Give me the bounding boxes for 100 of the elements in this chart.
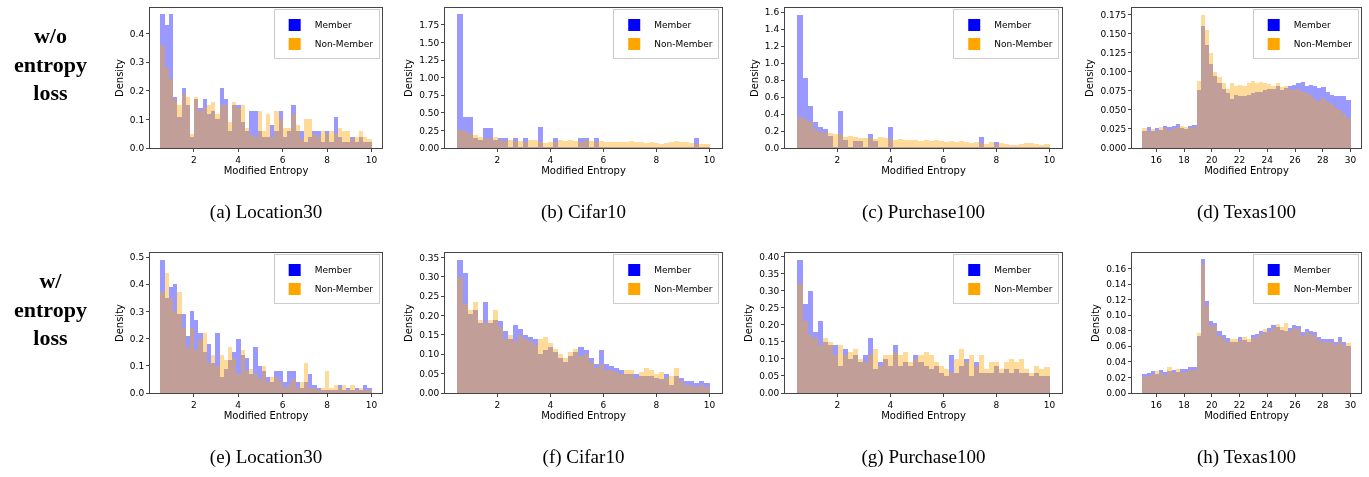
x-tick-label: 10 <box>365 154 378 165</box>
y-tick-label: 0.05 <box>419 368 440 379</box>
y-tick-label: 0.15 <box>759 336 780 347</box>
y-tick-label: 0.30 <box>419 272 440 283</box>
y-tick-label: 0.25 <box>419 291 440 302</box>
y-tick-label: 0.50 <box>419 107 440 118</box>
y-tick-label: 0.00 <box>419 143 440 154</box>
x-tick-label: 16 <box>1150 154 1163 165</box>
legend-label: Member <box>994 20 1032 31</box>
y-tick-label: 0.10 <box>759 354 780 364</box>
x-tick-label: 2 <box>834 399 841 410</box>
y-tick-label: 0.2 <box>129 333 145 344</box>
y-tick-label: 0.14 <box>1106 279 1127 290</box>
text: (a) Location30 <box>209 201 323 224</box>
legend-label: Member <box>1293 265 1332 276</box>
y-tick-label: 0.08 <box>1106 325 1127 336</box>
y-tick-label: 0.15 <box>419 330 440 341</box>
legend-label: Non-Member <box>654 284 713 295</box>
x-tick-label: 10 <box>703 154 716 165</box>
y-tick-label: 0.20 <box>419 310 440 321</box>
y-tick-label: 0.10 <box>419 349 440 360</box>
y-tick-label: 0.2 <box>129 86 145 97</box>
y-tick-label: 0.35 <box>419 252 440 263</box>
y-tick-label: 0.175 <box>1100 10 1127 20</box>
y-tick-label: 0.150 <box>1100 29 1127 40</box>
y-tick-label: 0.0 <box>129 143 145 154</box>
x-tick-label: 24 <box>1261 154 1274 165</box>
text: w/o entropy loss <box>14 23 87 106</box>
text: (h) Texas100 <box>1196 446 1297 469</box>
x-tick-label: 8 <box>993 399 1000 410</box>
y-tick-label: 1.6 <box>764 7 780 18</box>
y-tick-label: 0.4 <box>764 109 780 120</box>
legend-label: Non-Member <box>1293 284 1353 295</box>
y-tick-label: 0.00 <box>419 388 440 399</box>
y-tick-label: 0.0 <box>129 388 145 399</box>
y-tick-label: 0.10 <box>1106 310 1127 321</box>
y-tick-label: 0.8 <box>764 75 780 86</box>
y-tick-label: 0.04 <box>1106 357 1127 368</box>
legend-label: Non-Member <box>314 284 374 295</box>
x-tick-label: 16 <box>1150 399 1163 410</box>
y-tick-label: 1.00 <box>419 72 440 83</box>
y-tick-label: 0.02 <box>1106 372 1127 383</box>
x-tick-label: 20 <box>1206 399 1218 410</box>
x-axis-title: Modified Entropy <box>881 409 966 421</box>
x-tick-label: 10 <box>365 399 378 410</box>
x-tick-label: 6 <box>940 154 947 165</box>
x-axis-title: Modified Entropy <box>223 164 309 176</box>
y-tick-label: 0.000 <box>1100 143 1127 154</box>
y-tick-label: 1.0 <box>764 58 780 69</box>
y-tick-label: 0.4 <box>129 279 145 290</box>
legend-label: Non-Member <box>314 39 374 50</box>
y-tick-label: 0.00 <box>759 388 780 399</box>
x-tick-label: 18 <box>1178 399 1191 410</box>
text: (g) Purchase100 <box>861 446 986 469</box>
x-tick-label: 8 <box>653 154 660 165</box>
x-tick-label: 4 <box>547 154 554 165</box>
x-tick-label: 4 <box>887 154 894 165</box>
y-axis-title: Density <box>1090 303 1102 343</box>
x-tick-label: 2 <box>834 154 841 165</box>
y-tick-label: 0.1 <box>129 114 145 125</box>
x-tick-label: 10 <box>703 399 716 410</box>
y-tick-label: 0.0 <box>764 143 780 154</box>
y-tick-label: 0.2 <box>764 126 780 137</box>
y-axis-title: Density <box>743 303 755 343</box>
x-tick-label: 2 <box>190 399 197 410</box>
x-axis-title: Modified Entropy <box>1204 164 1289 176</box>
y-axis-title: Density <box>403 303 415 343</box>
legend-label: Member <box>994 265 1032 276</box>
x-tick-label: 4 <box>547 399 554 410</box>
legend-label: Member <box>654 20 692 31</box>
x-tick-label: 28 <box>1317 154 1329 165</box>
x-tick-label: 22 <box>1233 399 1246 410</box>
y-tick-label: 0.20 <box>759 319 780 330</box>
x-tick-label: 4 <box>887 399 894 410</box>
y-tick-label: 1.2 <box>764 41 780 52</box>
x-tick-label: 20 <box>1206 154 1218 165</box>
y-tick-label: 0.125 <box>1100 48 1127 59</box>
text: (d) Texas100 <box>1196 201 1297 224</box>
y-axis-title: Density <box>403 58 415 98</box>
y-tick-label: 1.25 <box>419 55 440 66</box>
x-tick-label: 10 <box>1043 399 1056 410</box>
y-tick-label: 0.40 <box>759 251 780 262</box>
x-tick-label: 4 <box>235 399 242 410</box>
x-axis-title: Modified Entropy <box>541 164 626 176</box>
y-axis-title: Density <box>1084 58 1096 98</box>
x-tick-label: 10 <box>1043 154 1056 165</box>
x-tick-label: 6 <box>279 399 286 410</box>
y-tick-label: 0.00 <box>1106 388 1127 399</box>
y-tick-label: 0.025 <box>1100 124 1127 135</box>
y-tick-label: 1.50 <box>419 37 440 48</box>
y-tick-label: 0.050 <box>1100 105 1127 116</box>
text: (e) Location30 <box>209 446 323 469</box>
legend-label: Member <box>314 265 352 276</box>
x-tick-label: 4 <box>235 154 242 165</box>
y-tick-label: 0.3 <box>129 306 145 317</box>
x-axis-title: Modified Entropy <box>223 409 309 421</box>
y-tick-label: 0.25 <box>759 302 780 313</box>
y-tick-label: 0.35 <box>759 268 780 279</box>
y-tick-label: 0.06 <box>1106 341 1127 352</box>
text: (b) Cifar10 <box>541 201 626 224</box>
